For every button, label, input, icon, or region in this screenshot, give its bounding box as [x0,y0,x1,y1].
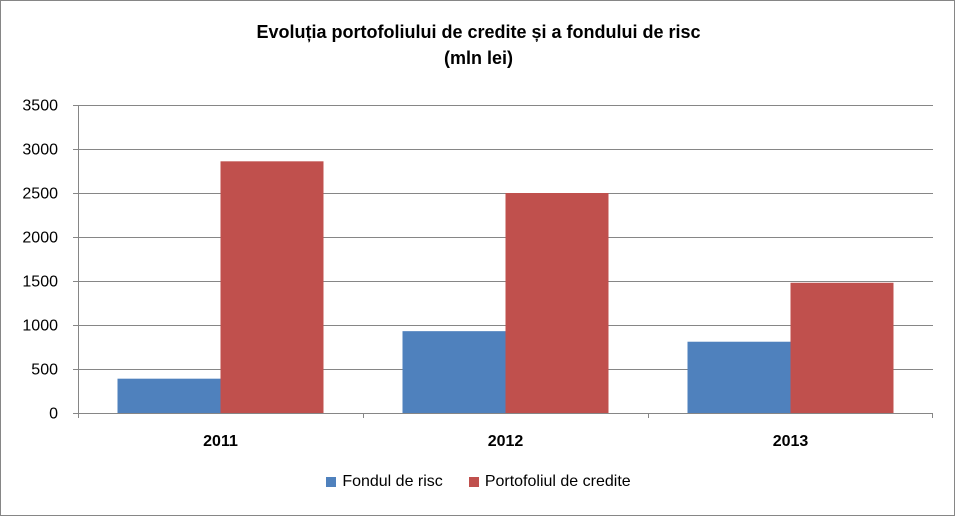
legend-item-fondul: Fondul de risc [326,473,443,491]
legend-label-fondul: Fondul de risc [342,473,443,490]
y-tick-label: 2500 [22,186,58,203]
y-tick-label: 3500 [22,98,58,115]
bar-portofoliul-2013 [790,282,894,413]
y-tick-label: 3000 [22,142,58,159]
y-tick-label: 500 [31,362,58,379]
x-tick-label: 2011 [203,433,238,450]
legend-swatch-fondul [326,477,337,487]
y-tick-label: 0 [49,406,58,423]
bar-fondul-2011 [117,378,221,413]
chart-title-line1: Evoluția portofoliului de credite și a f… [256,22,701,42]
bar-portofoliul-2011 [220,161,324,413]
y-tick-label: 1000 [22,318,58,335]
legend-label-portofoliul: Portofoliul de credite [484,473,631,490]
y-tick-label: 2000 [22,230,58,247]
y-tick-label: 1500 [22,274,58,291]
x-tick-label: 2013 [773,433,809,450]
legend-swatch-portofoliul [468,477,479,487]
bar-portofoliul-2012 [505,193,609,413]
x-tick-label: 2012 [488,433,524,450]
chart-title-line2: (mln lei) [443,48,513,68]
bar-fondul-2013 [687,341,791,413]
legend: Fondul de risc Portofoliul de credite [1,473,955,491]
legend-item-portofoliul: Portofoliul de credite [468,473,631,491]
bar-fondul-2012 [402,331,506,413]
chart-title: Evoluția portofoliului de credite și a f… [1,19,955,71]
